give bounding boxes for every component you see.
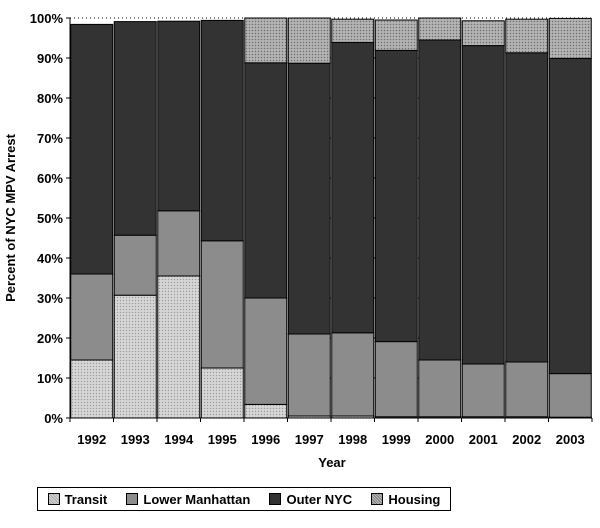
bar-outer-nyc-1992: [70, 23, 114, 275]
legend-swatch: [269, 493, 282, 505]
bar-outer-nyc-1996: [244, 62, 288, 299]
axes: 0% 10% 20% 30% 40% 50% 60% 70% 80% 90% 100% 1992 199…: [30, 11, 593, 447]
bar-lower-manhattan-1996: [244, 297, 288, 405]
legend-label: Outer NYC: [286, 491, 353, 507]
bar-lower-manhattan-2001: [461, 363, 505, 418]
x-tick-label: 1998: [338, 432, 367, 447]
x-tick-label: 1997: [295, 432, 324, 447]
y-tick-label: 0%: [44, 411, 63, 426]
x-tick-label: 1996: [251, 432, 280, 447]
legend-item-housing: Housing: [371, 492, 440, 507]
legend-item-outer-nyc: Outer NYC: [269, 492, 352, 507]
bar-outer-nyc-1993: [113, 21, 157, 236]
bar-housing-2001: [461, 20, 505, 47]
bar-housing-1999: [374, 19, 418, 51]
bar-transit-1994: [157, 275, 201, 419]
y-tick-label: 30%: [37, 291, 63, 306]
bar-transit-1992: [70, 359, 114, 419]
y-tick-label: 50%: [37, 211, 63, 226]
y-tick-label: 60%: [37, 171, 63, 186]
bar-housing-2002: [505, 18, 549, 54]
legend: Transit Lower Manhattan Outer NYC Housing: [37, 487, 451, 511]
y-tick-label: 70%: [37, 131, 63, 146]
y-tick-label: 80%: [37, 91, 63, 106]
bar-lower-manhattan-1993: [113, 234, 157, 296]
y-tick-label: 20%: [37, 331, 63, 346]
x-axis-title: Year: [318, 455, 345, 470]
legend-label: Housing: [388, 491, 441, 507]
x-tick-label: 2002: [512, 432, 541, 447]
x-tick-label: 1994: [164, 432, 194, 447]
x-tick-label: 1993: [121, 432, 150, 447]
x-tick-label: 2000: [425, 432, 454, 447]
bar-lower-manhattan-1992: [70, 273, 114, 361]
x-tick-label: 2003: [556, 432, 585, 447]
bar-outer-nyc-1998: [331, 41, 375, 334]
legend-swatch: [371, 493, 384, 505]
legend-item-transit: Transit: [47, 491, 108, 507]
bar-outer-nyc-1995: [200, 19, 244, 242]
bar-outer-nyc-2002: [505, 52, 549, 363]
bar-outer-nyc-1994: [157, 20, 201, 212]
bar-outer-nyc-2000: [418, 39, 462, 361]
bar-lower-manhattan-1994: [157, 210, 201, 277]
y-axis-title: Percent of NYC MPV Arrest: [3, 133, 18, 302]
bar-transit-1993: [113, 294, 157, 419]
x-tick-label: 2001: [469, 432, 498, 447]
bar-housing-1998: [331, 18, 375, 43]
legend-swatch: [126, 493, 139, 505]
x-tick-label: 1995: [208, 432, 237, 447]
bar-lower-manhattan-1998: [331, 332, 375, 417]
y-tick-label: 100%: [30, 11, 64, 26]
legend-swatch: [47, 493, 60, 505]
bar-housing-1996: [244, 17, 288, 64]
y-tick-label: 10%: [37, 371, 63, 386]
bar-lower-manhattan-1999: [374, 341, 418, 418]
bar-lower-manhattan-1995: [200, 240, 244, 369]
y-tick-label: 40%: [37, 251, 63, 266]
x-tick-label: 1999: [382, 432, 411, 447]
bar-outer-nyc-2001: [461, 45, 505, 365]
gridlines: [70, 17, 592, 379]
legend-item-lower-manhattan: Lower Manhattan: [126, 492, 250, 507]
bar-lower-manhattan-1997: [287, 333, 331, 417]
x-tick-label: 1992: [77, 432, 106, 447]
bar-housing-2003: [548, 17, 592, 59]
bar-lower-manhattan-2002: [505, 361, 549, 418]
bar-transit-1996: [244, 403, 288, 419]
bar-transit-1995: [200, 367, 244, 419]
bars: [70, 17, 592, 419]
bar-lower-manhattan-2000: [418, 359, 462, 418]
bar-housing-1997: [287, 17, 331, 64]
bar-lower-manhattan-2003: [548, 373, 592, 418]
bar-outer-nyc-2003: [548, 57, 592, 375]
bar-housing-2000: [418, 17, 462, 41]
legend-label: Lower Manhattan: [143, 491, 251, 507]
bar-outer-nyc-1999: [374, 49, 418, 343]
y-tick-label: 90%: [37, 51, 63, 66]
legend-label: Transit: [64, 491, 108, 507]
bar-outer-nyc-1997: [287, 62, 331, 335]
